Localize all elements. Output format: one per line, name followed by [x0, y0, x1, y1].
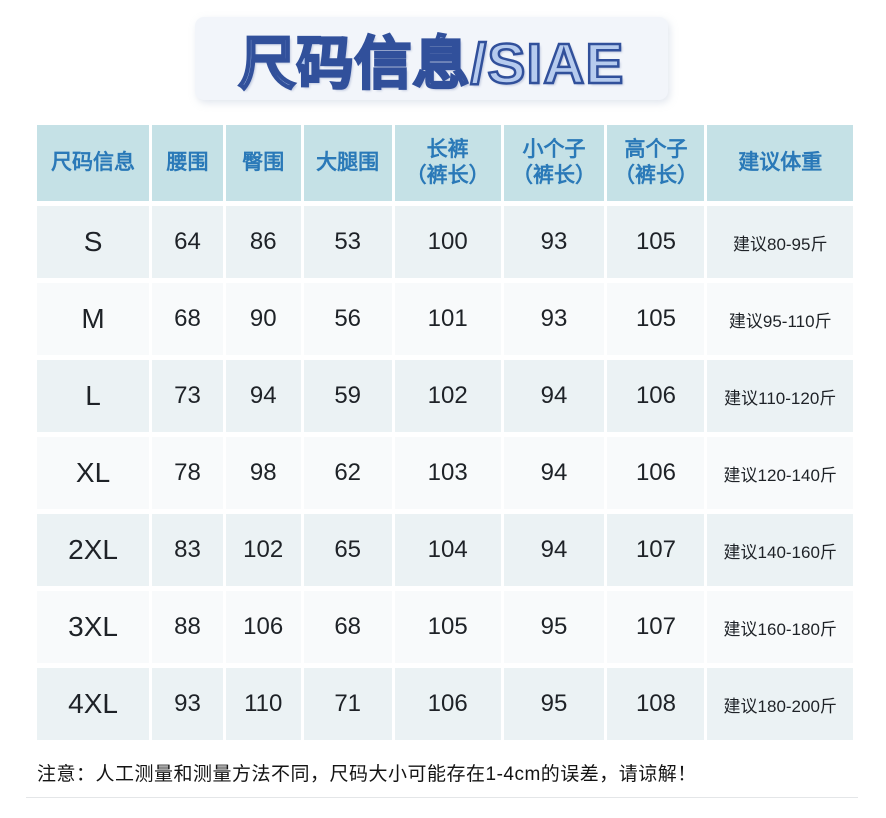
- column-header-line: 大腿围: [316, 150, 380, 174]
- weight-advice-cell: 建议95-110斤: [707, 283, 853, 355]
- measurement-cell: 68: [152, 283, 223, 355]
- measurement-cell: 106: [225, 591, 301, 663]
- column-header-line: 臀围: [242, 150, 285, 174]
- table-row: L 73 94 59 102 94 106 建议110-120斤: [37, 360, 853, 432]
- column-header-line: 长裤: [426, 137, 469, 161]
- column-header-line: 小个子: [522, 137, 586, 161]
- column-header: 高个子 （裤长）: [607, 125, 705, 201]
- measurement-cell: 78: [152, 437, 223, 509]
- measurement-cell: 64: [152, 206, 223, 278]
- measurement-cell: 108: [607, 668, 705, 740]
- measurement-cell: 56: [303, 283, 392, 355]
- measurement-cell: 65: [303, 514, 392, 586]
- table-body: S 64 86 53 100 93 105 建议80-95斤 M 68 90 56 101 93 105 建议…: [37, 206, 853, 740]
- measurement-cell: 110: [225, 668, 301, 740]
- measurement-cell: 103: [394, 437, 501, 509]
- column-header-line: 腰围: [166, 150, 209, 174]
- measurement-cell: 53: [303, 206, 392, 278]
- column-header: 腰围: [152, 125, 223, 201]
- column-header-line: （裤长）: [512, 164, 596, 187]
- measurement-cell: 68: [303, 591, 392, 663]
- measurement-cell: 104: [394, 514, 501, 586]
- measurement-cell: 95: [503, 591, 605, 663]
- measurement-cell: 95: [503, 668, 605, 740]
- column-header: 建议体重: [707, 125, 853, 201]
- measurement-cell: 98: [225, 437, 301, 509]
- measurement-cell: 88: [152, 591, 223, 663]
- weight-advice-cell: 建议140-160斤: [707, 514, 853, 586]
- measurement-cell: 86: [225, 206, 301, 278]
- measurement-cell: 93: [152, 668, 223, 740]
- bottom-divider: [26, 797, 858, 798]
- measurement-cell: 62: [303, 437, 392, 509]
- measurement-cell: 100: [394, 206, 501, 278]
- column-header: 尺码信息: [37, 125, 150, 201]
- header-row: 尺码信息 腰围 臀围 大腿围 长裤 （裤长） 小个子 （裤长） 高个子 （裤长） 建议体重: [37, 125, 853, 201]
- size-label-cell: 2XL: [37, 514, 150, 586]
- measurement-cell: 105: [394, 591, 501, 663]
- weight-advice-cell: 建议110-120斤: [707, 360, 853, 432]
- measurement-cell: 106: [394, 668, 501, 740]
- table-row: 3XL 88 106 68 105 95 107 建议160-180斤: [37, 591, 853, 663]
- table-row: M 68 90 56 101 93 105 建议95-110斤: [37, 283, 853, 355]
- measurement-cell: 83: [152, 514, 223, 586]
- column-header-line: （裤长）: [405, 164, 490, 187]
- measurement-cell: 93: [503, 206, 605, 278]
- weight-advice-cell: 建议80-95斤: [707, 206, 853, 278]
- measurement-cell: 107: [607, 591, 705, 663]
- size-label-cell: M: [37, 283, 150, 355]
- column-header-line: （裤长）: [613, 164, 698, 187]
- column-header-line: 建议体重: [738, 150, 823, 174]
- measurement-cell: 107: [607, 514, 705, 586]
- weight-advice-cell: 建议160-180斤: [707, 591, 853, 663]
- size-label-cell: 4XL: [37, 668, 150, 740]
- measurement-cell: 94: [503, 360, 605, 432]
- table-row: 2XL 83 102 65 104 94 107 建议140-160斤: [37, 514, 853, 586]
- table-row: S 64 86 53 100 93 105 建议80-95斤: [37, 206, 853, 278]
- measurement-note: 注意：人工测量和测量方法不同，尺码大小可能存在1-4cm的误差，请谅解！: [37, 764, 697, 785]
- measurement-cell: 94: [503, 514, 605, 586]
- size-label-cell: 3XL: [37, 591, 150, 663]
- weight-advice-cell: 建议120-140斤: [707, 437, 853, 509]
- measurement-cell: 101: [394, 283, 501, 355]
- measurement-cell: 102: [394, 360, 501, 432]
- title-banner: 尺码信息/SIAE: [195, 17, 668, 100]
- column-header: 臀围: [225, 125, 301, 201]
- measurement-cell: 73: [152, 360, 223, 432]
- measurement-cell: 59: [303, 360, 392, 432]
- column-header-line: 高个子: [624, 137, 688, 161]
- measurement-cell: 106: [607, 360, 705, 432]
- measurement-cell: 94: [225, 360, 301, 432]
- size-label-cell: XL: [37, 437, 150, 509]
- page-title: 尺码信息/SIAE: [237, 30, 625, 97]
- column-header-line: 尺码信息: [51, 150, 136, 174]
- column-header: 长裤 （裤长）: [394, 125, 501, 201]
- table-row: XL 78 98 62 103 94 106 建议120-140斤: [37, 437, 853, 509]
- measurement-cell: 105: [607, 206, 705, 278]
- measurement-cell: 106: [607, 437, 705, 509]
- weight-advice-cell: 建议180-200斤: [707, 668, 853, 740]
- size-table: 尺码信息 腰围 臀围 大腿围 长裤 （裤长） 小个子 （裤长） 高个子 （裤长） 建议体重 S 64 8…: [34, 120, 856, 745]
- table-row: 4XL 93 110 71 106 95 108 建议180-200斤: [37, 668, 853, 740]
- measurement-cell: 105: [607, 283, 705, 355]
- column-header: 小个子 （裤长）: [503, 125, 605, 201]
- measurement-cell: 94: [503, 437, 605, 509]
- size-label-cell: S: [37, 206, 150, 278]
- measurement-cell: 93: [503, 283, 605, 355]
- measurement-cell: 102: [225, 514, 301, 586]
- column-header: 大腿围: [303, 125, 392, 201]
- measurement-cell: 90: [225, 283, 301, 355]
- measurement-cell: 71: [303, 668, 392, 740]
- size-label-cell: L: [37, 360, 150, 432]
